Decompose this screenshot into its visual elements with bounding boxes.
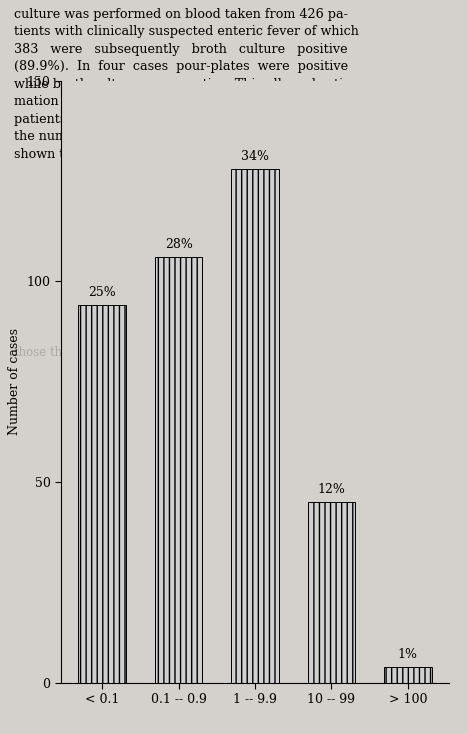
Text: those that 4th volta low    those the pilot all of most badly: those that 4th volta low those the pilot… <box>14 346 358 359</box>
Text: culture was performed on blood taken from 426 pa-
tients with clinically suspect: culture was performed on blood taken fro… <box>14 7 359 161</box>
Bar <box>155 258 202 683</box>
Text: 1%: 1% <box>398 647 418 661</box>
Bar <box>308 502 355 683</box>
Text: 25%: 25% <box>88 286 116 299</box>
Bar <box>231 169 279 683</box>
Bar <box>384 666 431 683</box>
Y-axis label: Number of cases: Number of cases <box>8 328 21 435</box>
Text: 28%: 28% <box>165 239 192 251</box>
Text: 12%: 12% <box>318 483 345 496</box>
Text: 34%: 34% <box>241 150 269 163</box>
Bar <box>79 305 126 683</box>
